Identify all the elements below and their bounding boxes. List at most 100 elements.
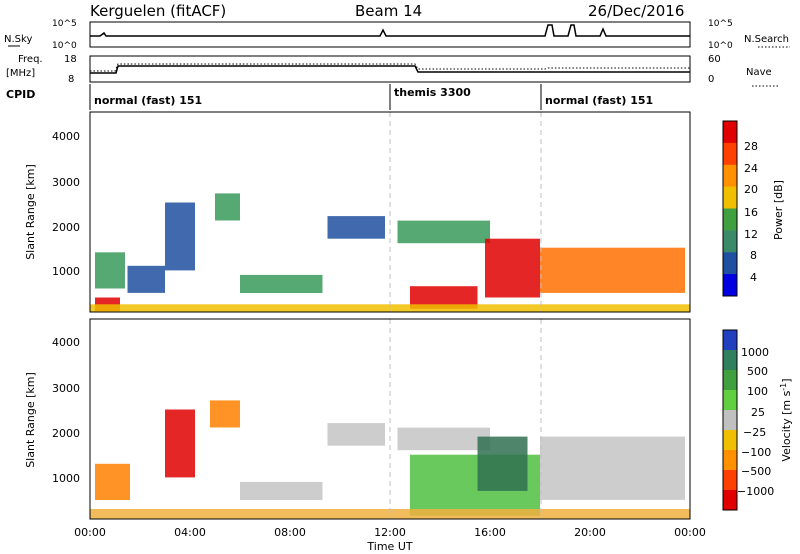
power-patch-10 <box>540 247 685 293</box>
xtick-8: 08:00 <box>274 526 306 539</box>
power-cbar-swatch-1 <box>723 142 737 166</box>
velocity-data <box>90 400 690 519</box>
power-panel: Slant Range [km] 4000 3000 2000 1000 <box>24 111 691 313</box>
velocity-colorbar-label-main: Velocity [m s <box>780 390 793 461</box>
power-cbar-tick-8: 8 <box>750 249 757 262</box>
velocity-cbar-tick-m500: −500 <box>741 465 771 478</box>
xtick-12: 12:00 <box>374 526 406 539</box>
nsky-trace <box>90 24 690 37</box>
velocity-cbar-swatch-2 <box>723 370 737 391</box>
freq-label-line1: Freq. <box>18 54 43 65</box>
power-frame <box>89 111 691 313</box>
velocity-cbar-swatch-8 <box>723 490 737 511</box>
velocity-cbar-swatch-4 <box>723 410 737 431</box>
freq-panel: Freq. [MHz] 18 8 60 0 Nave <box>6 54 780 87</box>
nsky-label: N.Sky <box>4 34 32 45</box>
power-ytick-2000: 2000 <box>52 221 80 234</box>
velocity-ytick-3000: 3000 <box>52 382 80 395</box>
velocity-ytick-1000: 1000 <box>52 472 80 485</box>
velocity-cbar-tick-m1000: −1000 <box>737 485 774 498</box>
nsky-tick-top: 10^5 <box>52 19 77 29</box>
velocity-colorbar-label-sup: -1 <box>779 383 788 391</box>
velocity-patch-3 <box>240 481 323 500</box>
nsearch-label: N.Search <box>744 34 789 45</box>
velocity-cbar-swatch-1 <box>723 350 737 371</box>
xtick-0: 00:00 <box>74 526 106 539</box>
velocity-ytick-2000: 2000 <box>52 427 80 440</box>
velocity-frame <box>89 318 691 520</box>
velocity-patch-0 <box>95 463 130 500</box>
power-cbar-swatch-0 <box>723 121 737 144</box>
power-patch-2 <box>127 265 165 293</box>
power-data <box>90 193 690 312</box>
xtick-20: 20:00 <box>574 526 606 539</box>
freq-tick-top: 18 <box>64 54 77 65</box>
velocity-patch-2 <box>210 400 240 428</box>
nsearch-tick-top: 10^5 <box>708 19 733 29</box>
freq-tick-bottom: 8 <box>68 74 74 85</box>
freq-trace <box>90 65 690 74</box>
power-cbar-tick-24: 24 <box>744 162 758 175</box>
power-patch-7 <box>397 220 490 244</box>
nave-tick-bottom: 0 <box>708 74 714 85</box>
freq-frame <box>89 55 691 83</box>
velocity-cbar-swatch-0 <box>723 330 737 351</box>
velocity-cbar-swatch-3 <box>723 390 737 411</box>
power-cbar-tick-16: 16 <box>744 206 758 219</box>
freq-label-line2: [MHz] <box>6 68 35 79</box>
cpid-segment-2: themis 3300 <box>394 86 471 99</box>
power-patch-0 <box>95 252 125 289</box>
velocity-colorbar: 1000 500 100 25 −25 −100 −500 −1000 Velo… <box>722 329 793 511</box>
nave-tick-top: 60 <box>708 54 721 65</box>
power-colorbar: 28 24 20 16 12 8 4 Power [dB] <box>722 120 785 297</box>
power-cbar-swatch-2 <box>723 164 737 188</box>
velocity-patch-1 <box>165 409 195 478</box>
velocity-cbar-tick-m25: −25 <box>743 426 766 439</box>
velocity-colorbar-label-end: ] <box>780 378 793 382</box>
velocity-cbar-swatch-6 <box>723 450 737 471</box>
cpid-panel: CPID normal (fast) 151 themis 3300 norma… <box>6 84 653 110</box>
nsearch-tick-bottom: 10^0 <box>708 41 733 51</box>
velocity-patch-9 <box>90 509 690 519</box>
power-cbar-swatch-6 <box>723 252 737 275</box>
power-patch-8 <box>410 286 478 309</box>
power-cbar-tick-12: 12 <box>744 228 758 241</box>
velocity-patch-5 <box>397 427 490 451</box>
nsky-tick-bottom: 10^0 <box>52 41 77 51</box>
velocity-cbar-tick-100: 100 <box>747 385 768 398</box>
power-cbar-swatch-3 <box>723 186 737 209</box>
cpid-segment-3: normal (fast) 151 <box>545 94 653 107</box>
velocity-cbar-swatch-7 <box>723 470 737 491</box>
power-patch-3 <box>165 202 195 271</box>
xtick-4: 04:00 <box>174 526 206 539</box>
velocity-cbar-tick-500: 500 <box>747 365 768 378</box>
power-patch-5 <box>240 274 323 293</box>
velocity-cbar-tick-1000: 1000 <box>741 346 769 359</box>
velocity-colorbar-label: Velocity [m s-1] <box>779 378 793 461</box>
power-cbar-swatch-5 <box>723 230 737 253</box>
power-ytick-4000: 4000 <box>52 130 80 143</box>
power-colorbar-label: Power [dB] <box>772 180 785 240</box>
velocity-colorbar-swatches <box>723 330 737 511</box>
velocity-cbar-swatch-5 <box>723 430 737 451</box>
power-colorbar-frame <box>722 120 738 297</box>
velocity-cbar-tick-m100: −100 <box>741 446 771 459</box>
nsky-panel: N.Sky 10^5 10^0 10^5 10^0 N.Search <box>4 19 790 51</box>
nsky-frame <box>89 21 691 48</box>
nave-trace <box>90 63 690 72</box>
velocity-patch-4 <box>327 423 385 446</box>
velocity-patch-8 <box>540 436 685 500</box>
power-ytick-3000: 3000 <box>52 176 80 189</box>
velocity-cbar-tick-25: 25 <box>751 406 765 419</box>
x-axis: 00:00 04:00 08:00 12:00 16:00 20:00 00:0… <box>74 526 706 553</box>
power-colorbar-swatches <box>723 121 737 297</box>
power-patch-11 <box>90 304 690 312</box>
power-cbar-swatch-7 <box>723 274 737 297</box>
velocity-panel: Slant Range [km] 4000 3000 2000 1000 <box>24 318 691 520</box>
velocity-ytick-4000: 4000 <box>52 336 80 349</box>
power-cbar-tick-4: 4 <box>750 271 757 284</box>
power-cbar-swatch-4 <box>723 208 737 231</box>
xaxis-label: Time UT <box>366 540 412 553</box>
power-patch-4 <box>215 193 240 221</box>
